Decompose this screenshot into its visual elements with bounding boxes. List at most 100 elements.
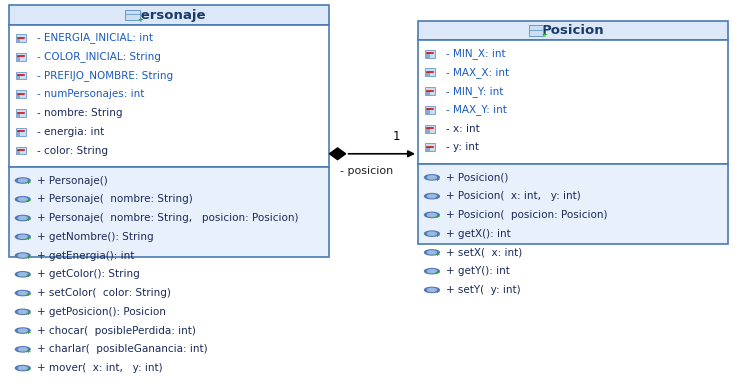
FancyBboxPatch shape: [9, 5, 329, 25]
Text: + getEnergia(): int: + getEnergia(): int: [37, 251, 134, 260]
Text: - MAX_X: int: - MAX_X: int: [446, 67, 509, 78]
Circle shape: [16, 234, 30, 239]
FancyBboxPatch shape: [16, 147, 26, 154]
FancyBboxPatch shape: [418, 40, 727, 164]
FancyBboxPatch shape: [16, 131, 21, 136]
Circle shape: [16, 253, 30, 258]
FancyBboxPatch shape: [16, 53, 26, 61]
Text: - COLOR_INICIAL: String: - COLOR_INICIAL: String: [37, 51, 161, 62]
Text: + getY(): int: + getY(): int: [446, 266, 510, 276]
Circle shape: [16, 309, 30, 314]
Text: - MIN_Y: int: - MIN_Y: int: [446, 86, 503, 97]
Circle shape: [428, 288, 437, 291]
Text: +: +: [434, 233, 440, 238]
Text: + Posicion(): + Posicion(): [446, 172, 508, 182]
Text: - color: String: - color: String: [37, 145, 108, 156]
Circle shape: [18, 329, 27, 332]
FancyBboxPatch shape: [16, 150, 21, 154]
Text: +: +: [541, 32, 547, 38]
Circle shape: [16, 272, 30, 277]
Text: + chocar(  posiblePerdida: int): + chocar( posiblePerdida: int): [37, 326, 195, 335]
Text: + setY(  y: int): + setY( y: int): [446, 285, 520, 295]
Circle shape: [428, 213, 437, 217]
Circle shape: [18, 273, 27, 276]
FancyBboxPatch shape: [16, 72, 26, 79]
Circle shape: [18, 366, 27, 369]
FancyBboxPatch shape: [16, 56, 21, 61]
Circle shape: [16, 197, 30, 202]
Circle shape: [425, 269, 440, 274]
FancyBboxPatch shape: [425, 125, 435, 133]
Text: - nombre: String: - nombre: String: [37, 108, 122, 118]
Circle shape: [18, 348, 27, 351]
FancyBboxPatch shape: [9, 25, 329, 167]
Text: + getColor(): String: + getColor(): String: [37, 269, 140, 279]
Text: Posicion: Posicion: [542, 24, 604, 37]
Circle shape: [16, 328, 30, 333]
Text: + mover(  x: int,   y: int): + mover( x: int, y: int): [37, 363, 162, 373]
Polygon shape: [329, 148, 346, 160]
FancyBboxPatch shape: [418, 164, 727, 244]
Text: + Posicion(  x: int,   y: int): + Posicion( x: int, y: int): [446, 191, 581, 201]
Text: + setColor(  color: String): + setColor( color: String): [37, 288, 171, 298]
FancyBboxPatch shape: [16, 75, 21, 79]
Text: 1: 1: [393, 130, 400, 143]
Circle shape: [18, 217, 27, 220]
Circle shape: [425, 212, 440, 217]
FancyBboxPatch shape: [125, 10, 140, 20]
Text: - energia: int: - energia: int: [37, 127, 104, 137]
Circle shape: [428, 270, 437, 273]
Text: + getNombre(): String: + getNombre(): String: [37, 232, 153, 242]
FancyBboxPatch shape: [425, 68, 435, 76]
Text: + Personaje(  nombre: String): + Personaje( nombre: String): [37, 194, 192, 204]
FancyBboxPatch shape: [425, 147, 430, 151]
FancyBboxPatch shape: [425, 87, 435, 95]
Circle shape: [428, 195, 437, 198]
Circle shape: [425, 175, 440, 180]
Text: + getPosicion(): Posicion: + getPosicion(): Posicion: [37, 307, 166, 317]
Text: + getX(): int: + getX(): int: [446, 229, 511, 239]
Text: +: +: [25, 292, 30, 297]
FancyBboxPatch shape: [16, 128, 26, 136]
Circle shape: [18, 254, 27, 257]
Circle shape: [16, 215, 30, 221]
Circle shape: [18, 198, 27, 201]
Text: - numPersonajes: int: - numPersonajes: int: [37, 89, 144, 99]
Text: + Personaje(): + Personaje(): [37, 176, 107, 185]
Text: +: +: [25, 180, 30, 185]
Circle shape: [428, 176, 437, 179]
Text: +: +: [434, 196, 440, 200]
Text: +: +: [25, 236, 30, 241]
Text: - y: int: - y: int: [446, 142, 479, 152]
Circle shape: [425, 194, 440, 199]
FancyBboxPatch shape: [418, 21, 727, 40]
Text: +: +: [434, 214, 440, 219]
Circle shape: [428, 251, 437, 254]
Circle shape: [18, 310, 27, 313]
Text: Personaje: Personaje: [132, 9, 206, 22]
Text: - MAX_Y: int: - MAX_Y: int: [446, 104, 507, 115]
Text: +: +: [434, 289, 440, 294]
Circle shape: [18, 235, 27, 239]
Circle shape: [16, 178, 30, 183]
FancyBboxPatch shape: [16, 90, 26, 98]
FancyBboxPatch shape: [16, 113, 21, 117]
FancyBboxPatch shape: [425, 53, 430, 57]
Text: +: +: [434, 251, 440, 256]
Text: +: +: [25, 330, 30, 335]
FancyBboxPatch shape: [16, 94, 21, 98]
Text: - posicion: - posicion: [340, 166, 394, 176]
FancyBboxPatch shape: [425, 128, 430, 133]
FancyBboxPatch shape: [16, 34, 26, 42]
Text: +: +: [25, 311, 30, 316]
FancyBboxPatch shape: [425, 50, 435, 57]
Text: +: +: [25, 199, 30, 203]
Circle shape: [425, 231, 440, 236]
FancyBboxPatch shape: [425, 109, 430, 114]
Text: - PREFIJO_NOMBRE: String: - PREFIJO_NOMBRE: String: [37, 70, 173, 81]
Circle shape: [18, 179, 27, 182]
Text: +: +: [25, 255, 30, 260]
Text: - x: int: - x: int: [446, 124, 480, 134]
Text: +: +: [25, 273, 30, 278]
Text: +: +: [434, 177, 440, 181]
